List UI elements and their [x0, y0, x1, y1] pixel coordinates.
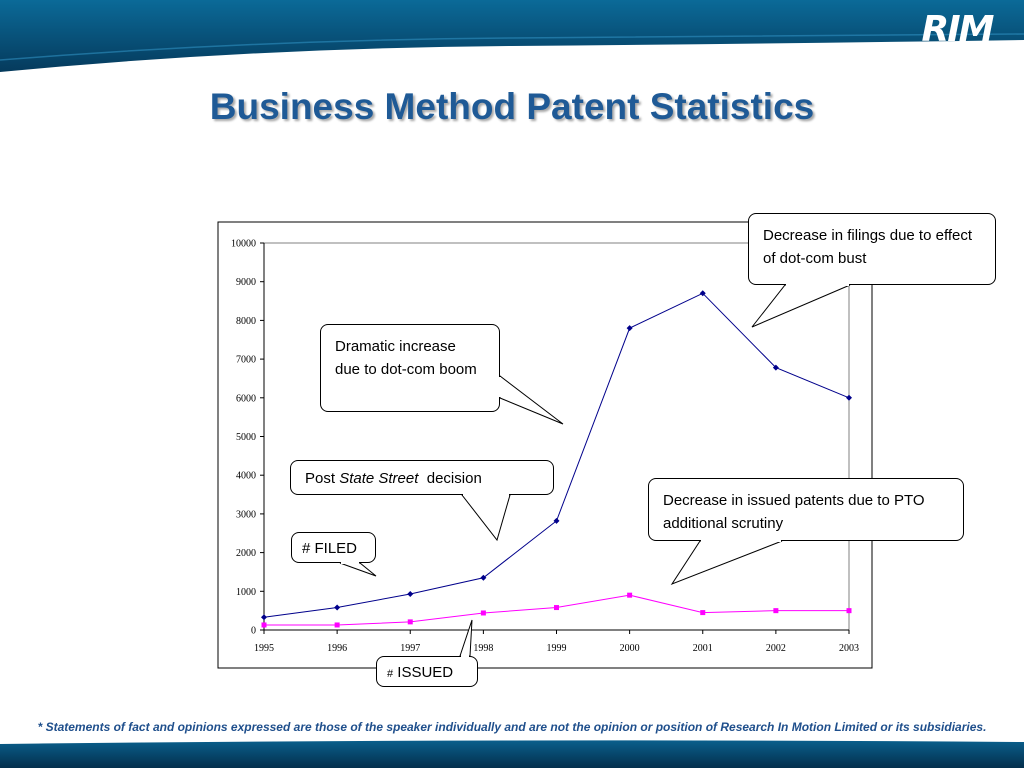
data-point-filed	[553, 517, 560, 524]
callout-filing-decrease-text: Decrease in filings due to effect of dot…	[763, 227, 973, 267]
x-tick-label: 1995	[254, 643, 274, 654]
callout-dotcom-boom-text: Dramatic increase due to dot-com boom	[335, 338, 477, 378]
data-point-issued	[554, 605, 559, 611]
callout-dotcom-boom: Dramatic increase due to dot-com boom	[320, 324, 500, 412]
data-point-filed	[334, 604, 341, 611]
y-tick-label: 6000	[236, 393, 256, 404]
y-tick-label: 1000	[236, 587, 256, 598]
y-tick-label: 0	[251, 626, 256, 637]
data-point-filed	[407, 591, 414, 598]
rim-logo: RIM	[921, 9, 995, 50]
y-tick-label: 7000	[236, 355, 256, 366]
header-band	[0, 0, 1024, 72]
x-tick-label: 2000	[620, 643, 640, 654]
label-filed: # FILED	[291, 532, 376, 563]
callout-state-street: Post State Street decision	[290, 460, 554, 495]
callout-state-street-name: State Street	[339, 470, 419, 487]
x-tick-label: 2001	[693, 643, 713, 654]
data-point-issued	[334, 622, 340, 628]
data-point-issued	[261, 622, 267, 628]
y-tick-label: 4000	[236, 471, 256, 482]
footer-band	[0, 740, 1024, 768]
data-point-issued	[700, 610, 706, 616]
label-issued-text: ISSUED	[397, 664, 454, 681]
callout-issued-decrease: Decrease in issued patents due to PTO ad…	[648, 478, 964, 541]
data-point-filed	[261, 614, 267, 621]
data-point-issued	[846, 608, 852, 614]
data-point-filed	[846, 394, 852, 401]
data-point-filed	[626, 325, 633, 332]
y-tick-label: 5000	[236, 432, 256, 443]
x-tick-label: 1999	[547, 643, 567, 654]
label-issued: # ISSUED	[376, 656, 478, 687]
callout-filing-decrease: Decrease in filings due to effect of dot…	[748, 213, 996, 285]
callout-state-street-suffix: decision	[426, 470, 482, 487]
data-point-filed	[699, 290, 706, 297]
y-tick-label: 8000	[236, 316, 256, 327]
x-tick-label: 2002	[766, 643, 786, 654]
disclaimer-text: * Statements of fact and opinions expres…	[37, 720, 987, 734]
y-tick-label: 9000	[236, 277, 256, 288]
data-point-filed	[772, 364, 779, 371]
data-point-issued	[773, 608, 779, 614]
page-title: Business Method Patent Statistics	[209, 86, 815, 127]
callout-state-street-prefix: Post	[305, 470, 336, 487]
y-tick-label: 10000	[231, 239, 256, 250]
chart-outer-frame	[217, 221, 873, 669]
x-tick-label: 1997	[400, 643, 420, 654]
data-point-issued	[627, 592, 633, 598]
x-tick-label: 1998	[473, 643, 493, 654]
x-tick-label: 2003	[839, 643, 859, 654]
callout-issued-decrease-text: Decrease in issued patents due to PTO ad…	[663, 492, 925, 532]
data-point-issued	[407, 619, 413, 625]
label-filed-text: # FILED	[302, 540, 358, 557]
data-point-filed	[480, 574, 487, 581]
label-issued-hash: #	[387, 668, 394, 680]
x-tick-label: 1996	[327, 643, 347, 654]
y-tick-label: 2000	[236, 548, 256, 559]
y-tick-label: 3000	[236, 509, 256, 520]
data-point-issued	[480, 610, 486, 616]
